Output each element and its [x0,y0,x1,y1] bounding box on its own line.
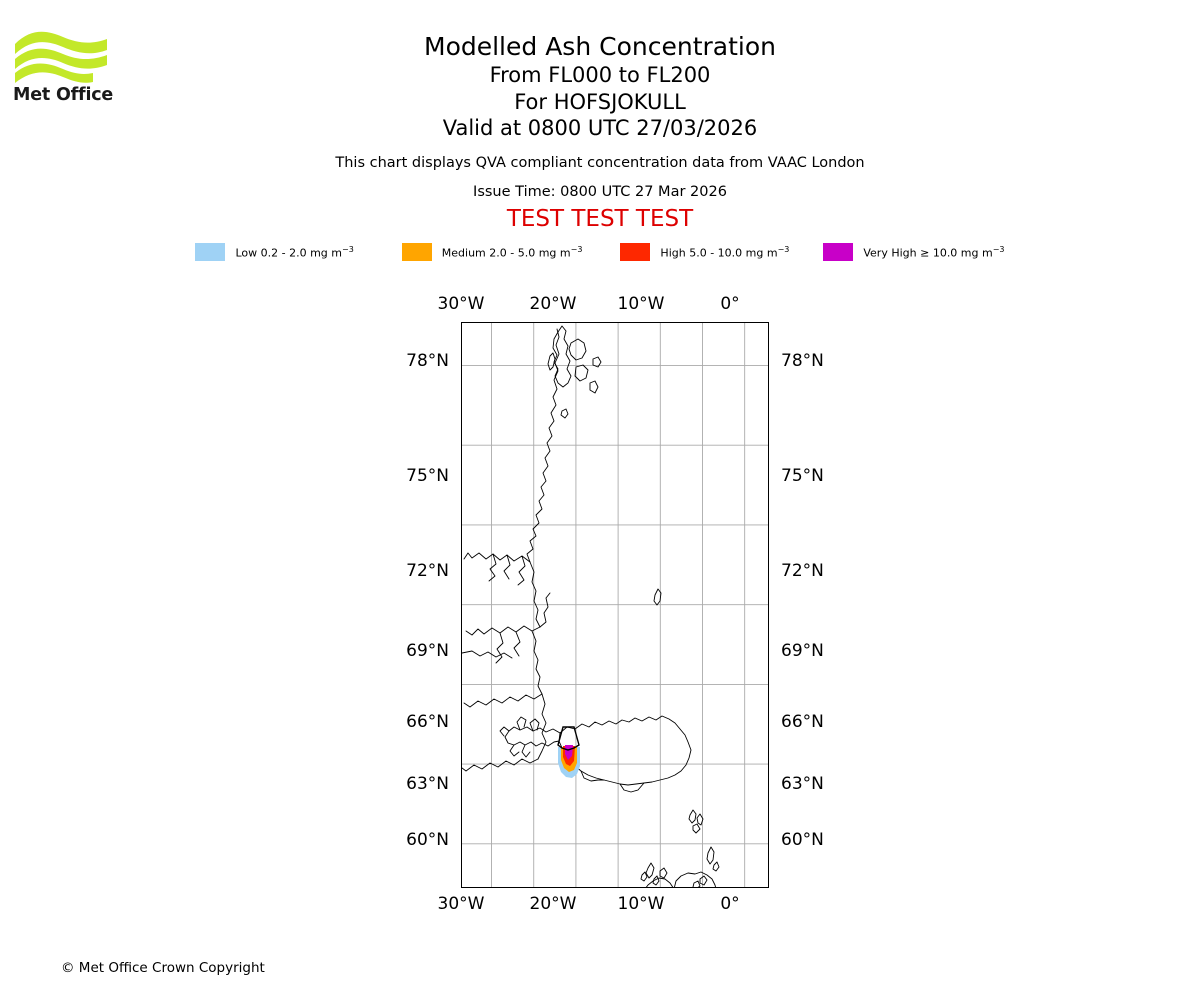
ash-plume-contours [557,726,580,778]
legend-item-low: Low 0.2 - 2.0 mg m−3 [195,242,354,262]
copyright-notice: © Met Office Crown Copyright [61,960,265,976]
lat-label-right-72n: 72°N [781,561,824,581]
lat-label-right-63n: 63°N [781,774,824,794]
legend-swatch-medium [401,243,432,261]
met-office-logo: Met Office [13,28,123,113]
chart-header: Modelled Ash Concentration From FL000 to… [0,0,1200,233]
lon-label-bottom-20w: 20°W [529,894,577,914]
legend-swatch-low [195,243,226,261]
map-gridlines [462,323,768,887]
legend-swatch-very-high [823,243,854,261]
legend-item-high: High 5.0 - 10.0 mg m−3 [620,242,789,262]
lat-label-right-66n: 66°N [781,712,824,732]
legend-text-low: Low 0.2 - 2.0 mg m [235,246,342,260]
legend-text-very-high: Very High ≥ 10.0 mg m [863,246,993,260]
legend-label-low: Low 0.2 - 2.0 mg m−3 [235,245,353,260]
met-office-waves-icon [15,31,107,83]
compliance-note: This chart displays QVA compliant concen… [335,154,865,171]
legend-exponent-medium: −3 [570,244,583,254]
legend-item-very-high: Very High ≥ 10.0 mg m−3 [823,242,1005,262]
map-coastlines [462,325,720,887]
valid-time: Valid at 0800 UTC 27/03/2026 [442,116,758,140]
lon-label-top-0: 0° [720,294,740,314]
map-plot-frame [461,322,769,888]
legend-text-high: High 5.0 - 10.0 mg m [660,246,778,260]
legend-text-medium: Medium 2.0 - 5.0 mg m [441,246,571,260]
lon-label-top-10w: 10°W [617,294,665,314]
ash-concentration-map: 30°W 20°W 10°W 0° 30°W 20°W 10°W 0° 78°N… [406,294,824,914]
lat-label-left-60n: 60°N [406,830,449,850]
issue-time: Issue Time: 0800 UTC 27 Mar 2026 [473,183,727,200]
lon-label-bottom-0: 0° [720,894,740,914]
volcano-name: For HOFSJOKULL [514,89,686,114]
legend-label-very-high: Very High ≥ 10.0 mg m−3 [863,245,1004,260]
legend-item-medium: Medium 2.0 - 5.0 mg m−3 [401,242,583,262]
logo-brand-name: Met Office [13,85,114,105]
legend-label-medium: Medium 2.0 - 5.0 mg m−3 [442,245,583,260]
concentration-legend: Low 0.2 - 2.0 mg m−3 Medium 2.0 - 5.0 mg… [0,242,1200,262]
map-canvas [462,323,768,887]
legend-exponent-high: −3 [777,244,790,254]
lon-label-top-30w: 30°W [437,294,485,314]
legend-exponent-very-high: −3 [992,244,1005,254]
lat-label-right-75n: 75°N [781,466,824,486]
lon-label-top-20w: 20°W [529,294,577,314]
lat-label-left-69n: 69°N [406,641,449,661]
ash-plume-outline [557,726,580,751]
lat-label-left-75n: 75°N [406,466,449,486]
lat-label-left-72n: 72°N [406,561,449,581]
lat-label-right-69n: 69°N [781,641,824,661]
lat-label-left-63n: 63°N [406,774,449,794]
page-title: Modelled Ash Concentration [424,32,776,61]
lat-label-left-78n: 78°N [406,351,449,371]
lat-label-left-66n: 66°N [406,712,449,732]
lat-label-right-78n: 78°N [781,351,824,371]
legend-label-high: High 5.0 - 10.0 mg m−3 [660,245,789,260]
legend-exponent-low: −3 [341,244,354,254]
lon-label-bottom-10w: 10°W [617,894,665,914]
flight-level-range: From FL000 to FL200 [489,63,711,87]
test-banner: TEST TEST TEST [506,205,694,232]
lat-label-right-60n: 60°N [781,830,824,850]
legend-swatch-high [620,243,651,261]
lon-label-bottom-30w: 30°W [437,894,485,914]
